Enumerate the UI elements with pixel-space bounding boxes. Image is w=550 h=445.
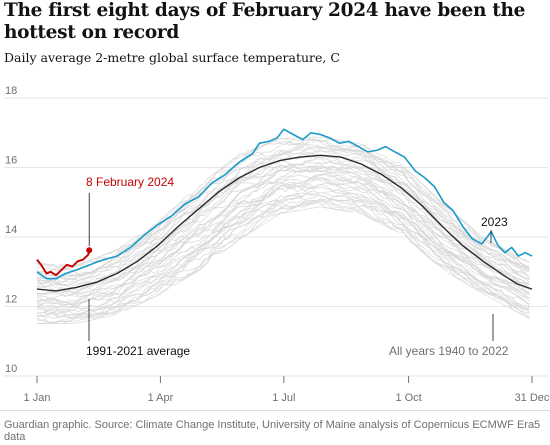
background-year-line: [36, 165, 530, 294]
temperature-chart: 10 12 14 16 18 8 February 2024 2023 1991-2021 a…: [4, 85, 550, 404]
background-year-line: [36, 168, 530, 301]
label-all-years: All years 1940 to 2022: [389, 344, 509, 358]
background-year-line: [36, 195, 530, 319]
background-year-line: [36, 190, 530, 314]
label-2023: 2023: [481, 215, 508, 229]
background-year-line: [36, 138, 530, 269]
source-footer: Guardian graphic. Source: Climate Change…: [4, 419, 541, 443]
background-year-line: [36, 136, 530, 268]
background-year-line: [36, 172, 530, 304]
y-tick-label: 18: [5, 85, 17, 97]
background-year-line: [36, 173, 530, 303]
label-average: 1991-2021 average: [86, 344, 190, 358]
background-year-line: [36, 146, 530, 275]
background-year-line: [36, 194, 530, 324]
background-year-line: [36, 177, 530, 309]
label-2024: 8 February 2024: [86, 175, 174, 189]
background-year-line: [37, 206, 530, 324]
chart-subtitle: Daily average 2-metre global surface tem…: [4, 50, 340, 65]
background-year-line: [36, 165, 530, 296]
x-tick-label: 1 Apr: [148, 392, 174, 404]
x-tick-label: 1 Jan: [24, 392, 51, 404]
line-2024: [36, 250, 91, 277]
y-tick-label: 16: [5, 155, 17, 167]
background-years-lines: [36, 136, 530, 324]
background-year-line: [36, 177, 530, 309]
background-year-line: [37, 199, 530, 324]
x-tick-label: 1 Oct: [395, 392, 421, 404]
background-year-line: [36, 184, 530, 315]
y-tick-label: 14: [5, 224, 17, 236]
background-year-line: [37, 193, 530, 312]
y-tick-label: 12: [5, 294, 17, 306]
background-year-line: [36, 145, 530, 281]
background-year-line: [36, 150, 530, 287]
background-year-line: [36, 174, 530, 298]
chart-title: The first eight days of February 2024 ha…: [4, 0, 526, 43]
x-tick-label: 31 Dec: [515, 392, 550, 404]
background-year-line: [36, 188, 530, 318]
background-year-line: [36, 137, 530, 275]
footer-divider: [0, 410, 550, 411]
marker-2024-latest: [86, 247, 93, 254]
line-2023: [36, 128, 533, 280]
y-tick-label: 10: [5, 363, 17, 375]
x-tick-label: 1 Jul: [272, 392, 295, 404]
average-line: [36, 154, 533, 292]
